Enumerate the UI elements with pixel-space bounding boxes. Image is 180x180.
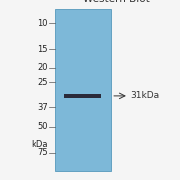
Text: 37: 37 — [37, 103, 48, 112]
Text: 20: 20 — [37, 63, 48, 72]
Text: 10: 10 — [37, 19, 48, 28]
Text: 50: 50 — [37, 122, 48, 131]
Text: 31kDa: 31kDa — [130, 91, 160, 100]
Text: 25: 25 — [37, 78, 48, 87]
Text: kDa: kDa — [31, 140, 48, 149]
FancyBboxPatch shape — [64, 94, 101, 98]
Text: 15: 15 — [37, 45, 48, 54]
FancyBboxPatch shape — [55, 9, 111, 171]
Text: 75: 75 — [37, 148, 48, 157]
Text: Western Blot: Western Blot — [83, 0, 150, 4]
